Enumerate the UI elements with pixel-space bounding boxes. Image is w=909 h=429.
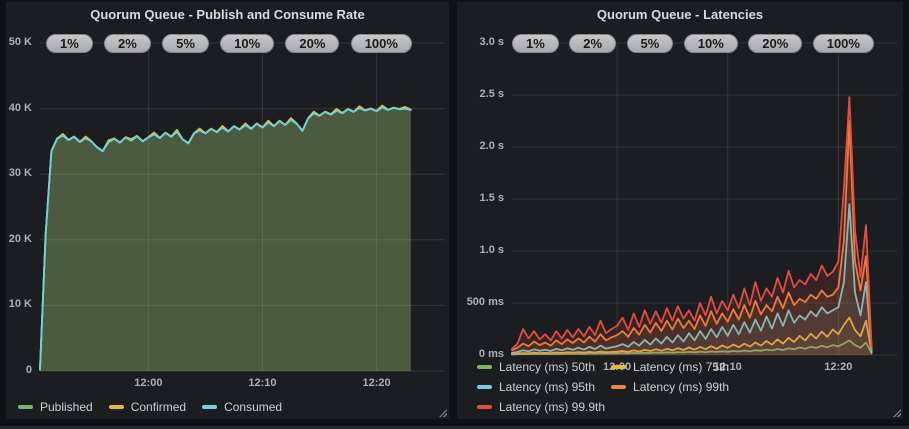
y-tick-label: 2.0 s — [479, 140, 504, 152]
legend-series-label: Confirmed — [130, 400, 187, 414]
y-tick-label: 500 ms — [466, 296, 504, 308]
annotation-pills-row: 1% 2% 5% 10% 20% 100% — [46, 33, 412, 53]
panel-title[interactable]: Quorum Queue - Latencies — [596, 7, 764, 22]
y-tick-label: 1.0 s — [479, 244, 504, 256]
panel-resize-handle[interactable] — [893, 409, 901, 417]
legend-series-label: Latency (ms) 99th — [633, 380, 730, 394]
annotation-pill-1pct[interactable]: 1% — [46, 33, 93, 53]
panel-title[interactable]: Quorum Queue - Publish and Consume Rate — [90, 7, 365, 22]
y-tick-label: 20 K — [8, 232, 32, 245]
legend-series-swatch — [477, 385, 492, 389]
legend-item[interactable]: Confirmed — [108, 399, 187, 415]
annotation-pill-20pct[interactable]: 20% — [748, 33, 803, 53]
legend-series-label: Consumed — [224, 400, 283, 414]
legend-series-swatch — [477, 405, 492, 409]
legend-item[interactable]: Latency (ms) 99.9th — [477, 399, 605, 415]
y-tick-label: 40 K — [8, 101, 32, 114]
legend-item[interactable]: Latency (ms) 50th — [477, 359, 595, 375]
legend-series-label: Latency (ms) 99.9th — [499, 400, 606, 414]
x-tick-label: 12:10 — [248, 377, 277, 389]
legend-series-label: Latency (ms) 50th — [499, 360, 596, 374]
y-tick-label: 1.5 s — [479, 192, 504, 204]
panel-latencies: Quorum Queue - Latencies 1% 2% 5% 10% 20% 100… — [457, 2, 903, 419]
y-tick-label: 0 ms — [478, 348, 504, 360]
annotation-pills-row: 1% 2% 5% 10% 20% 100% — [512, 33, 874, 53]
annotation-pill-10pct[interactable]: 10% — [683, 33, 738, 53]
legend: Published Confirmed Consumed — [18, 399, 442, 415]
annotation-pill-5pct[interactable]: 5% — [626, 33, 674, 53]
legend-series-swatch — [477, 365, 492, 369]
legend-series-swatch — [611, 385, 627, 389]
annotation-pill-2pct[interactable]: 2% — [569, 33, 617, 53]
annotation-pill-10pct[interactable]: 10% — [220, 33, 275, 53]
x-tick-label: 12:10 — [713, 361, 742, 373]
legend-item[interactable]: Latency (ms) 99th — [611, 379, 729, 395]
annotation-pill-5pct[interactable]: 5% — [162, 33, 209, 53]
legend-series-label: Latency (ms) 75th — [633, 360, 730, 374]
annotation-pill-1pct[interactable]: 1% — [512, 33, 559, 53]
legend: Latency (ms) 50th Latency (ms) 75th Latenc… — [477, 359, 845, 415]
y-tick-label: 3.0 s — [479, 36, 504, 48]
legend-series-swatch — [202, 405, 218, 409]
legend-item[interactable]: Latency (ms) 75th — [611, 359, 729, 375]
annotation-pill-2pct[interactable]: 2% — [104, 33, 151, 53]
legend-item[interactable]: Latency (ms) 95th — [477, 379, 595, 395]
y-tick-label: 2.5 s — [479, 88, 504, 100]
annotation-pill-20pct[interactable]: 20% — [285, 33, 340, 53]
annotation-pill-100pct[interactable]: 100% — [812, 33, 874, 53]
bottom-scrollbar[interactable] — [0, 426, 909, 429]
x-tick-label: 12:20 — [824, 361, 853, 373]
legend-series-swatch — [611, 365, 627, 369]
legend-series-swatch — [108, 405, 124, 409]
x-tick-label: 12:00 — [134, 377, 163, 389]
latency-chart-plot[interactable] — [511, 42, 897, 356]
panel-publish-consume-rate: Quorum Queue - Publish and Consume Rate … — [6, 2, 449, 419]
legend-series-swatch — [18, 405, 33, 409]
y-tick-label: 30 K — [8, 167, 32, 180]
y-tick-label: 50 K — [8, 36, 32, 48]
legend-series-label: Published — [40, 400, 93, 414]
annotation-pill-100pct[interactable]: 100% — [350, 33, 412, 53]
legend-series-label: Latency (ms) 95th — [499, 380, 596, 394]
legend-item[interactable]: Consumed — [202, 399, 282, 415]
panel-resize-handle[interactable] — [439, 409, 447, 417]
y-tick-label: 10 K — [8, 298, 32, 311]
y-tick-label: 0 — [25, 364, 32, 376]
x-tick-label: 12:20 — [362, 377, 391, 389]
rate-chart-plot[interactable] — [39, 42, 445, 372]
legend-item[interactable]: Published — [18, 399, 93, 415]
